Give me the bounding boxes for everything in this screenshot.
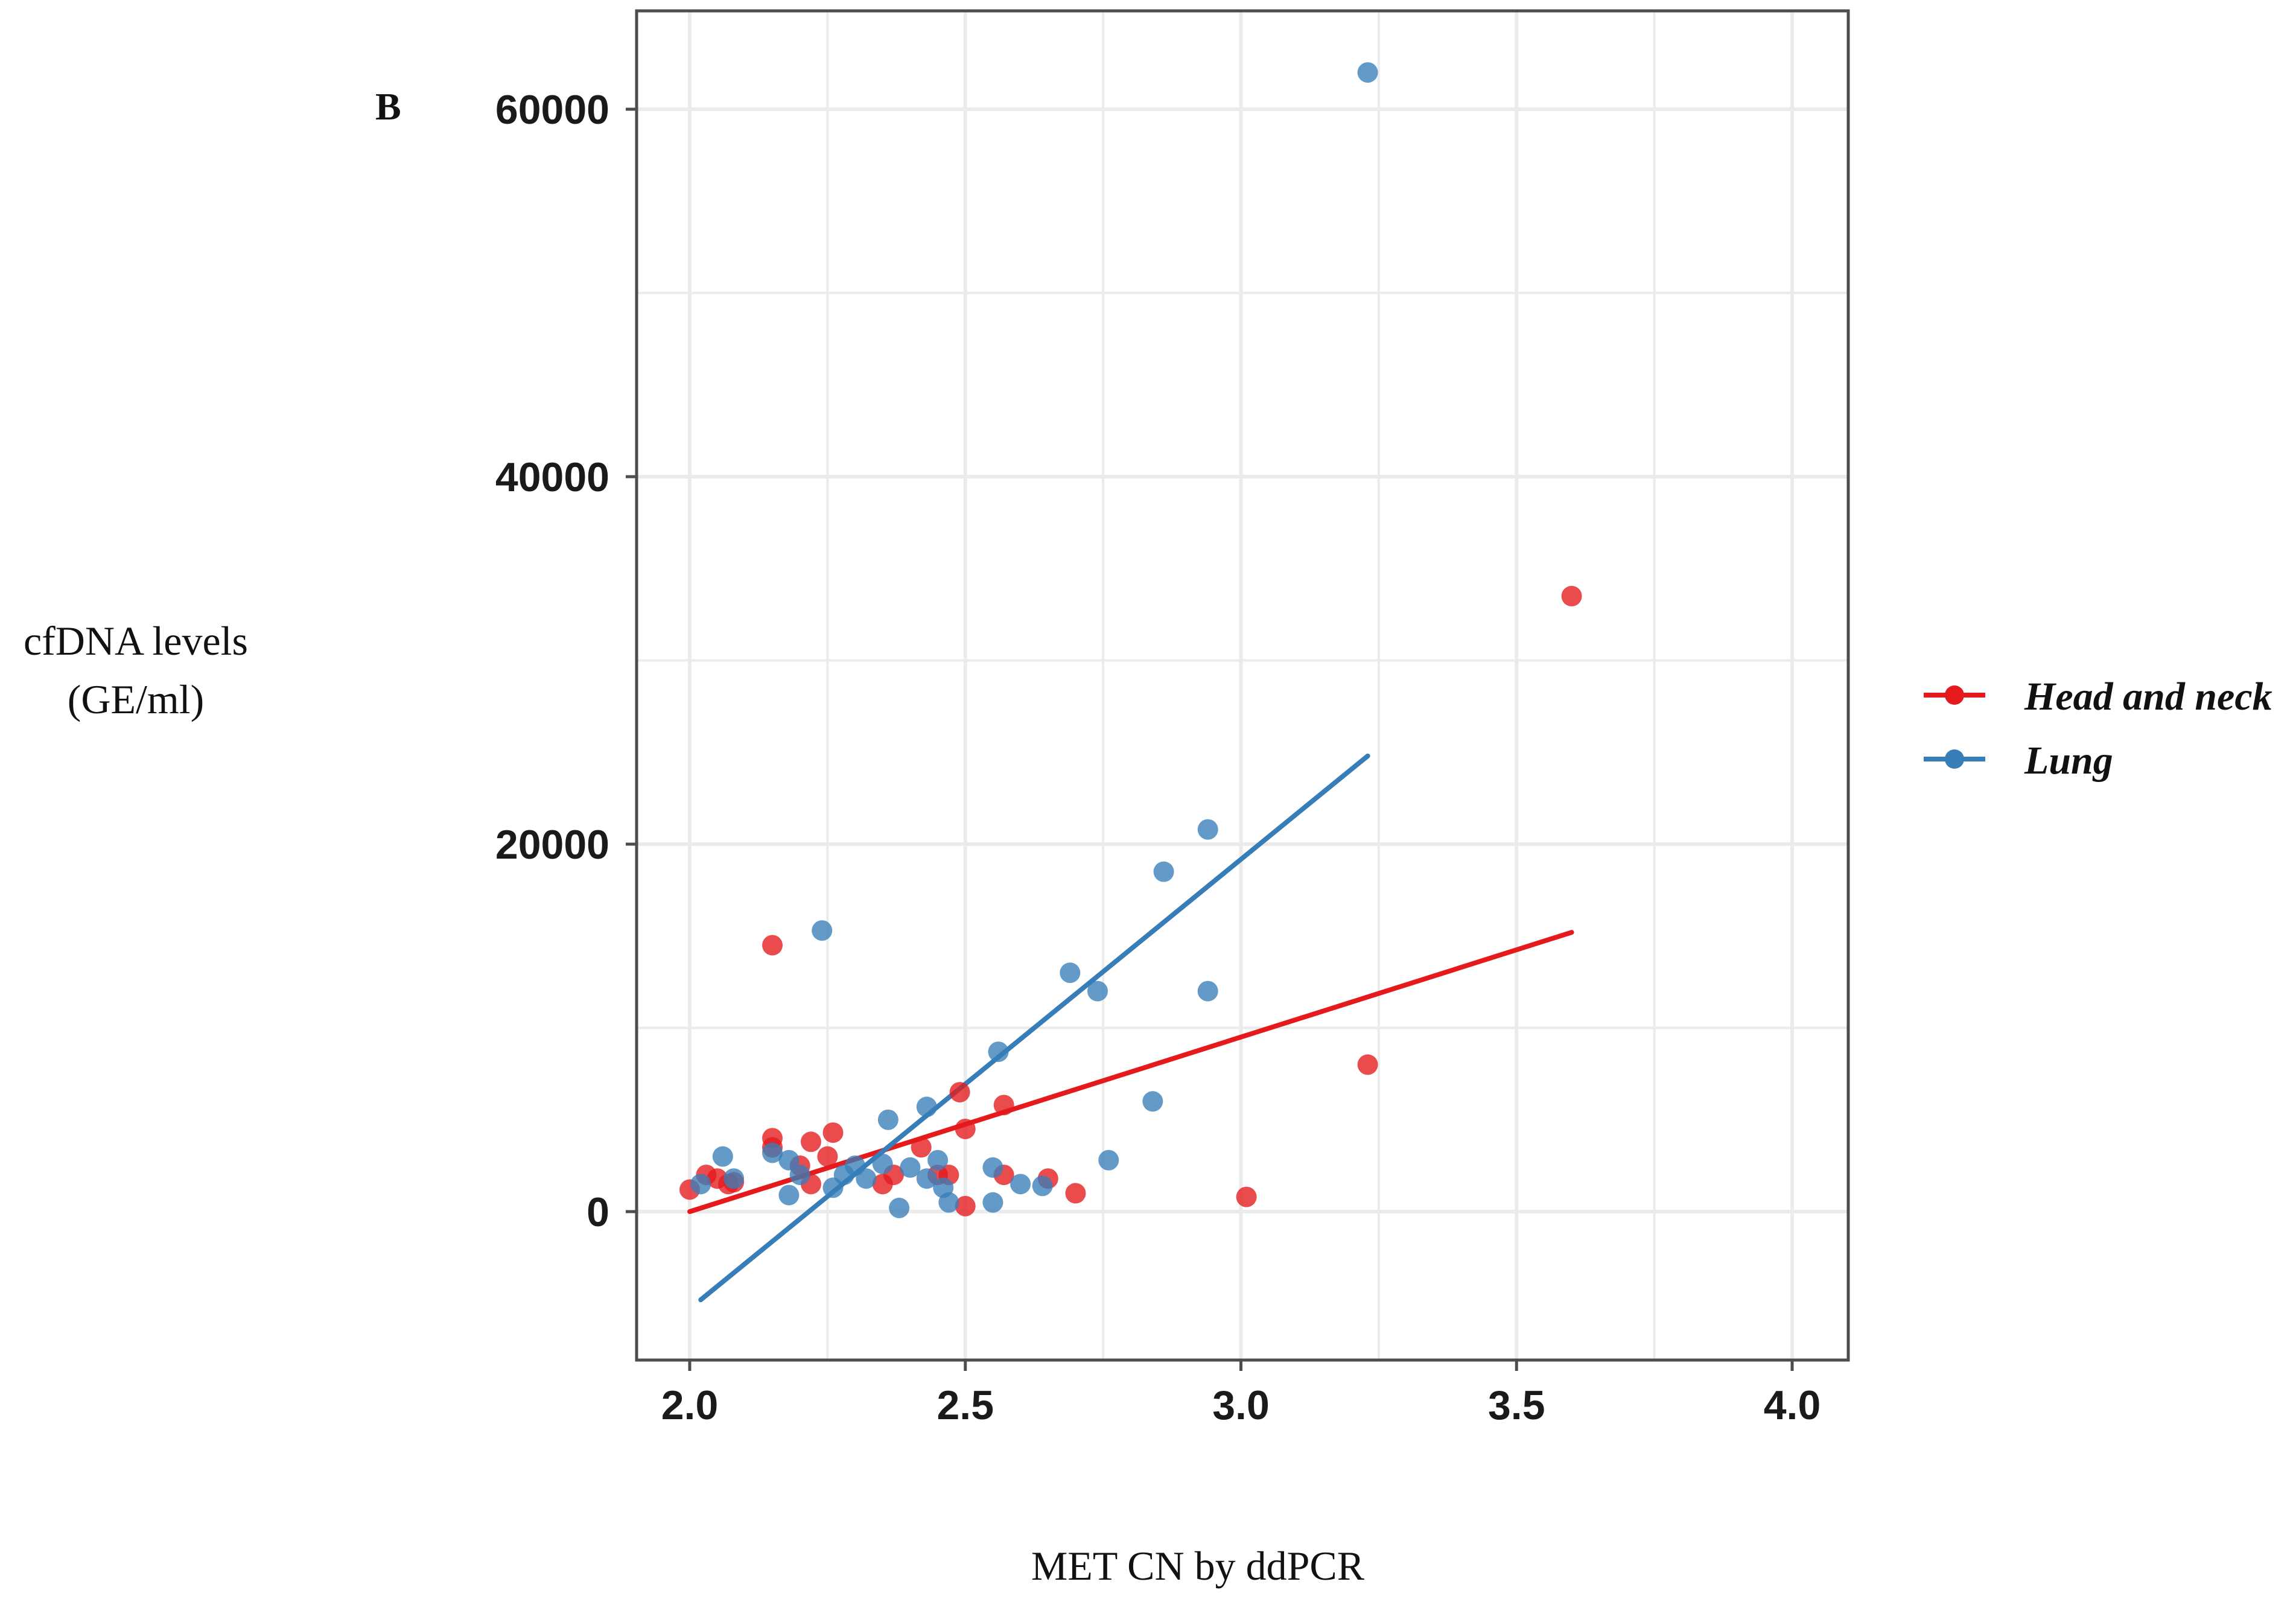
y-tick-label: 20000	[495, 822, 609, 868]
panel-label: B	[375, 85, 401, 128]
data-point-lung	[872, 1153, 893, 1174]
y-axis-title-line-1: cfDNA levels	[24, 618, 248, 664]
data-point-head-and-neck	[911, 1137, 932, 1158]
x-tick-label: 3.5	[1488, 1382, 1545, 1428]
data-point-head-and-neck	[955, 1118, 976, 1139]
data-points	[679, 62, 1582, 1218]
data-point-head-and-neck	[993, 1095, 1014, 1116]
legend-marker-lung	[1945, 749, 1964, 769]
y-axis-ticks: 0 20000 40000 60000	[495, 87, 637, 1235]
data-point-lung	[1357, 62, 1378, 83]
data-point-lung	[916, 1096, 937, 1117]
data-point-lung	[690, 1174, 711, 1195]
data-point-lung	[1197, 819, 1218, 840]
legend-marker-head-and-neck	[1945, 685, 1964, 705]
data-point-head-and-neck	[762, 935, 783, 956]
data-point-lung	[789, 1165, 810, 1186]
data-point-head-and-neck	[949, 1082, 970, 1103]
y-tick-label: 40000	[495, 454, 609, 500]
data-point-lung	[778, 1184, 800, 1206]
data-point-lung	[1197, 981, 1218, 1002]
data-point-lung	[856, 1168, 877, 1189]
data-point-head-and-neck	[800, 1131, 821, 1152]
regression-lines	[687, 753, 1574, 1303]
legend-label-head-and-neck: Head and neck	[2024, 675, 2272, 719]
data-point-lung	[1060, 962, 1081, 984]
data-point-head-and-neck	[1236, 1186, 1257, 1207]
data-point-lung	[927, 1149, 949, 1171]
x-tick-label: 2.0	[661, 1382, 719, 1428]
data-point-lung	[712, 1146, 733, 1167]
data-point-head-and-neck	[955, 1195, 976, 1216]
data-point-head-and-neck	[1561, 585, 1582, 606]
y-tick-label: 0	[587, 1189, 609, 1235]
data-point-lung	[1142, 1091, 1163, 1112]
data-point-lung	[877, 1109, 898, 1130]
x-axis-title: MET CN by ddPCR	[1031, 1543, 1365, 1589]
data-point-lung	[889, 1197, 910, 1218]
data-point-lung	[1087, 981, 1108, 1002]
y-axis-title-line-2: (GE/ml)	[68, 676, 205, 722]
data-point-head-and-neck	[1357, 1054, 1378, 1075]
x-tick-label: 4.0	[1764, 1382, 1821, 1428]
data-point-lung	[762, 1142, 783, 1163]
data-point-lung	[982, 1192, 1003, 1213]
data-point-lung	[938, 1192, 959, 1213]
x-axis-ticks: 2.0 2.5 3.0 3.5 4.0	[661, 1360, 1821, 1428]
data-point-lung	[982, 1157, 1003, 1178]
data-point-lung	[778, 1149, 800, 1171]
data-point-lung	[1032, 1175, 1053, 1197]
x-tick-label: 3.0	[1212, 1382, 1270, 1428]
data-point-lung	[1010, 1174, 1031, 1195]
data-point-lung	[1153, 861, 1174, 882]
legend-label-lung: Lung	[2024, 739, 2113, 783]
fit-line-lung	[698, 753, 1370, 1303]
data-point-lung	[723, 1168, 745, 1189]
y-tick-label: 60000	[495, 87, 609, 133]
data-point-lung	[988, 1041, 1009, 1063]
data-point-lung	[900, 1157, 921, 1178]
x-tick-label: 2.5	[937, 1382, 994, 1428]
data-point-head-and-neck	[822, 1122, 844, 1143]
data-point-lung	[812, 920, 833, 941]
data-point-head-and-neck	[1065, 1183, 1086, 1204]
data-point-lung	[916, 1168, 937, 1189]
data-point-head-and-neck	[817, 1146, 838, 1167]
grid-lines	[637, 11, 1848, 1360]
data-point-lung	[1098, 1149, 1119, 1171]
fit-line-head-and-neck	[687, 930, 1574, 1214]
legend: Head and neck Lung	[1924, 675, 2272, 783]
